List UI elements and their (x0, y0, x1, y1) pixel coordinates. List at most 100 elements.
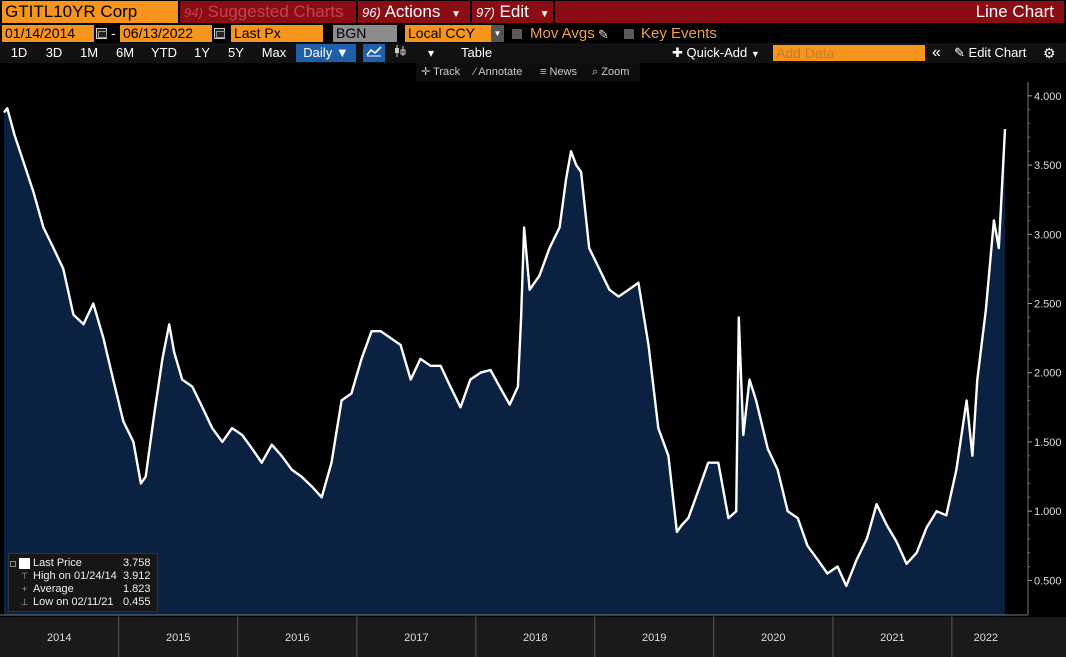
chevron-down-icon: ▼ (335, 45, 349, 60)
legend-high-label: High on 01/24/14 (33, 570, 117, 582)
x-tick-label: 2022 (974, 632, 998, 644)
start-date-input[interactable]: 01/14/2014 (2, 25, 94, 42)
edit-chart-label: Edit Chart (968, 45, 1027, 60)
line-chart-glyph (366, 46, 382, 57)
pencil-icon[interactable]: ✎ (598, 27, 609, 42)
y-tick-label: 0.500 (1034, 575, 1062, 587)
collapse-button[interactable]: « (932, 44, 941, 61)
legend-row-low: ⊥ Low on 02/11/21 0.455 (9, 596, 159, 609)
legend-swatch (19, 558, 30, 569)
ticker-field[interactable]: GTITL10YR Corp (2, 1, 178, 23)
legend-high-value: 3.912 (123, 570, 151, 582)
price-field-select[interactable]: Last Px (231, 25, 323, 42)
edit-number: 97) (476, 5, 495, 20)
period-max-button[interactable]: Max (261, 45, 287, 60)
track-label: Track (433, 66, 461, 78)
annotate-label: Annotate (478, 66, 523, 78)
controls-bar: 01/14/2014 - 06/13/2022 Last Px BGN Loca… (0, 25, 1066, 43)
series-line-last-price (3, 107, 1007, 588)
date-separator: - (111, 25, 116, 41)
edit-menu[interactable]: 97) Edit ▼ (472, 1, 553, 23)
y-tick-label: 3.000 (1034, 229, 1062, 241)
period-1m-button[interactable]: 1M (79, 45, 99, 60)
y-tick-label: 1.500 (1034, 437, 1062, 449)
plus-icon: ✚ (672, 45, 683, 60)
frequency-select[interactable]: Daily ▼ (296, 44, 356, 62)
zoom-label: Zoom (601, 66, 630, 78)
edit-chart-button[interactable]: ✎ Edit Chart (954, 44, 1026, 62)
y-axis-panel (1028, 82, 1066, 615)
chart-tools-bar: ✛ Track ⁄ Annotate ≡ News ⌕ Zoom (416, 63, 640, 81)
period-1d-button[interactable]: 1D (10, 45, 28, 60)
news-icon: ≡ (540, 66, 547, 78)
y-tick-label: 4.000 (1034, 91, 1062, 103)
pen-icon: ⁄ (474, 66, 476, 78)
chevron-down-icon[interactable]: ▼ (491, 25, 504, 42)
quick-add-button[interactable]: ✚ Quick-Add ▼ (672, 44, 760, 62)
chevron-down-icon[interactable]: ▾ (427, 46, 435, 60)
y-tick-label: 3.500 (1034, 160, 1062, 172)
legend-low-value: 0.455 (123, 596, 151, 608)
news-button[interactable]: ≡ News (540, 63, 577, 81)
candlestick-glyph (395, 45, 406, 57)
end-date-input[interactable]: 06/13/2022 (120, 25, 212, 42)
period-1y-button[interactable]: 1Y (194, 45, 210, 60)
low-marker-icon: ⊥ (20, 597, 29, 607)
crosshair-icon: ✛ (421, 66, 431, 78)
calendar-icon[interactable] (214, 28, 225, 39)
period-ytd-button[interactable]: YTD (151, 45, 177, 60)
key-events-label: Key Events (641, 25, 717, 42)
y-tick-label: 2.000 (1034, 368, 1062, 380)
quick-add-label: Quick-Add (686, 45, 748, 60)
add-data-input[interactable]: Add Data (773, 45, 925, 61)
legend-row-high: ⊤ High on 01/24/14 3.912 (9, 570, 159, 583)
legend-low-label: Low on 02/11/21 (33, 596, 114, 608)
period-5y-button[interactable]: 5Y (228, 45, 244, 60)
chevron-down-icon: ▼ (750, 49, 760, 59)
legend-toggle[interactable] (10, 561, 16, 567)
pencil-icon: ✎ (954, 45, 965, 60)
high-marker-icon: ⊤ (20, 571, 29, 581)
x-tick-label: 2021 (880, 632, 904, 644)
zoom-button[interactable]: ⌕ Zoom (592, 63, 629, 81)
currency-select[interactable]: Local CCY (405, 25, 491, 42)
gear-icon[interactable]: ⚙ (1043, 45, 1056, 61)
legend-last-price-value: 3.758 (123, 557, 151, 569)
line-chart-icon[interactable] (363, 44, 385, 62)
annotate-button[interactable]: ⁄ Annotate (474, 63, 522, 81)
average-marker-icon: + (21, 584, 28, 594)
table-button[interactable]: Table (461, 45, 493, 60)
x-tick-label: 2016 (285, 632, 309, 644)
line-chart: 0.500 1.000 1.500 2.000 2.500 3.000 3.500 4.000… (0, 82, 1066, 657)
magnifier-icon: ⌕ (592, 66, 599, 78)
candlestick-icon[interactable] (389, 44, 411, 62)
legend-average-value: 1.823 (123, 583, 151, 595)
x-axis-bar (0, 617, 1066, 657)
frequency-label: Daily (303, 45, 333, 60)
chart-area[interactable]: 0.500 1.000 1.500 2.000 2.500 3.000 3.500 4.000… (0, 82, 1066, 657)
y-tick-label: 1.000 (1034, 506, 1062, 518)
track-button[interactable]: ✛ Track (421, 63, 460, 81)
period-toolbar: 1D 3D 1M 6M YTD 1Y 5Y Max Daily ▼ ▾ Tabl… (0, 43, 1066, 63)
x-tick-label: 2017 (404, 632, 428, 644)
suggested-charts-label: Suggested Charts (207, 2, 344, 21)
legend-last-price-label: Last Price (33, 557, 82, 569)
x-tick-label: 2015 (166, 632, 190, 644)
period-6m-button[interactable]: 6M (115, 45, 135, 60)
actions-number: 96) (362, 5, 381, 20)
x-tick-label: 2018 (523, 632, 547, 644)
y-tick-label: 2.500 (1034, 299, 1062, 311)
x-tick-label: 2020 (761, 632, 785, 644)
source-field[interactable]: BGN (333, 25, 397, 42)
calendar-icon[interactable] (96, 28, 107, 39)
actions-menu[interactable]: 96) Actions ▼ (358, 1, 470, 23)
suggested-charts-button[interactable]: 94) Suggested Charts (180, 1, 356, 23)
legend-row-last-price: Last Price 3.758 (9, 557, 159, 570)
x-tick-label: 2014 (47, 632, 71, 644)
legend-average-label: Average (33, 583, 74, 595)
period-3d-button[interactable]: 3D (45, 45, 63, 60)
chevron-down-icon: ▼ (539, 9, 550, 20)
mov-avgs-checkbox[interactable] (512, 29, 522, 39)
series-area-fill (4, 108, 1005, 616)
key-events-checkbox[interactable] (624, 29, 634, 39)
